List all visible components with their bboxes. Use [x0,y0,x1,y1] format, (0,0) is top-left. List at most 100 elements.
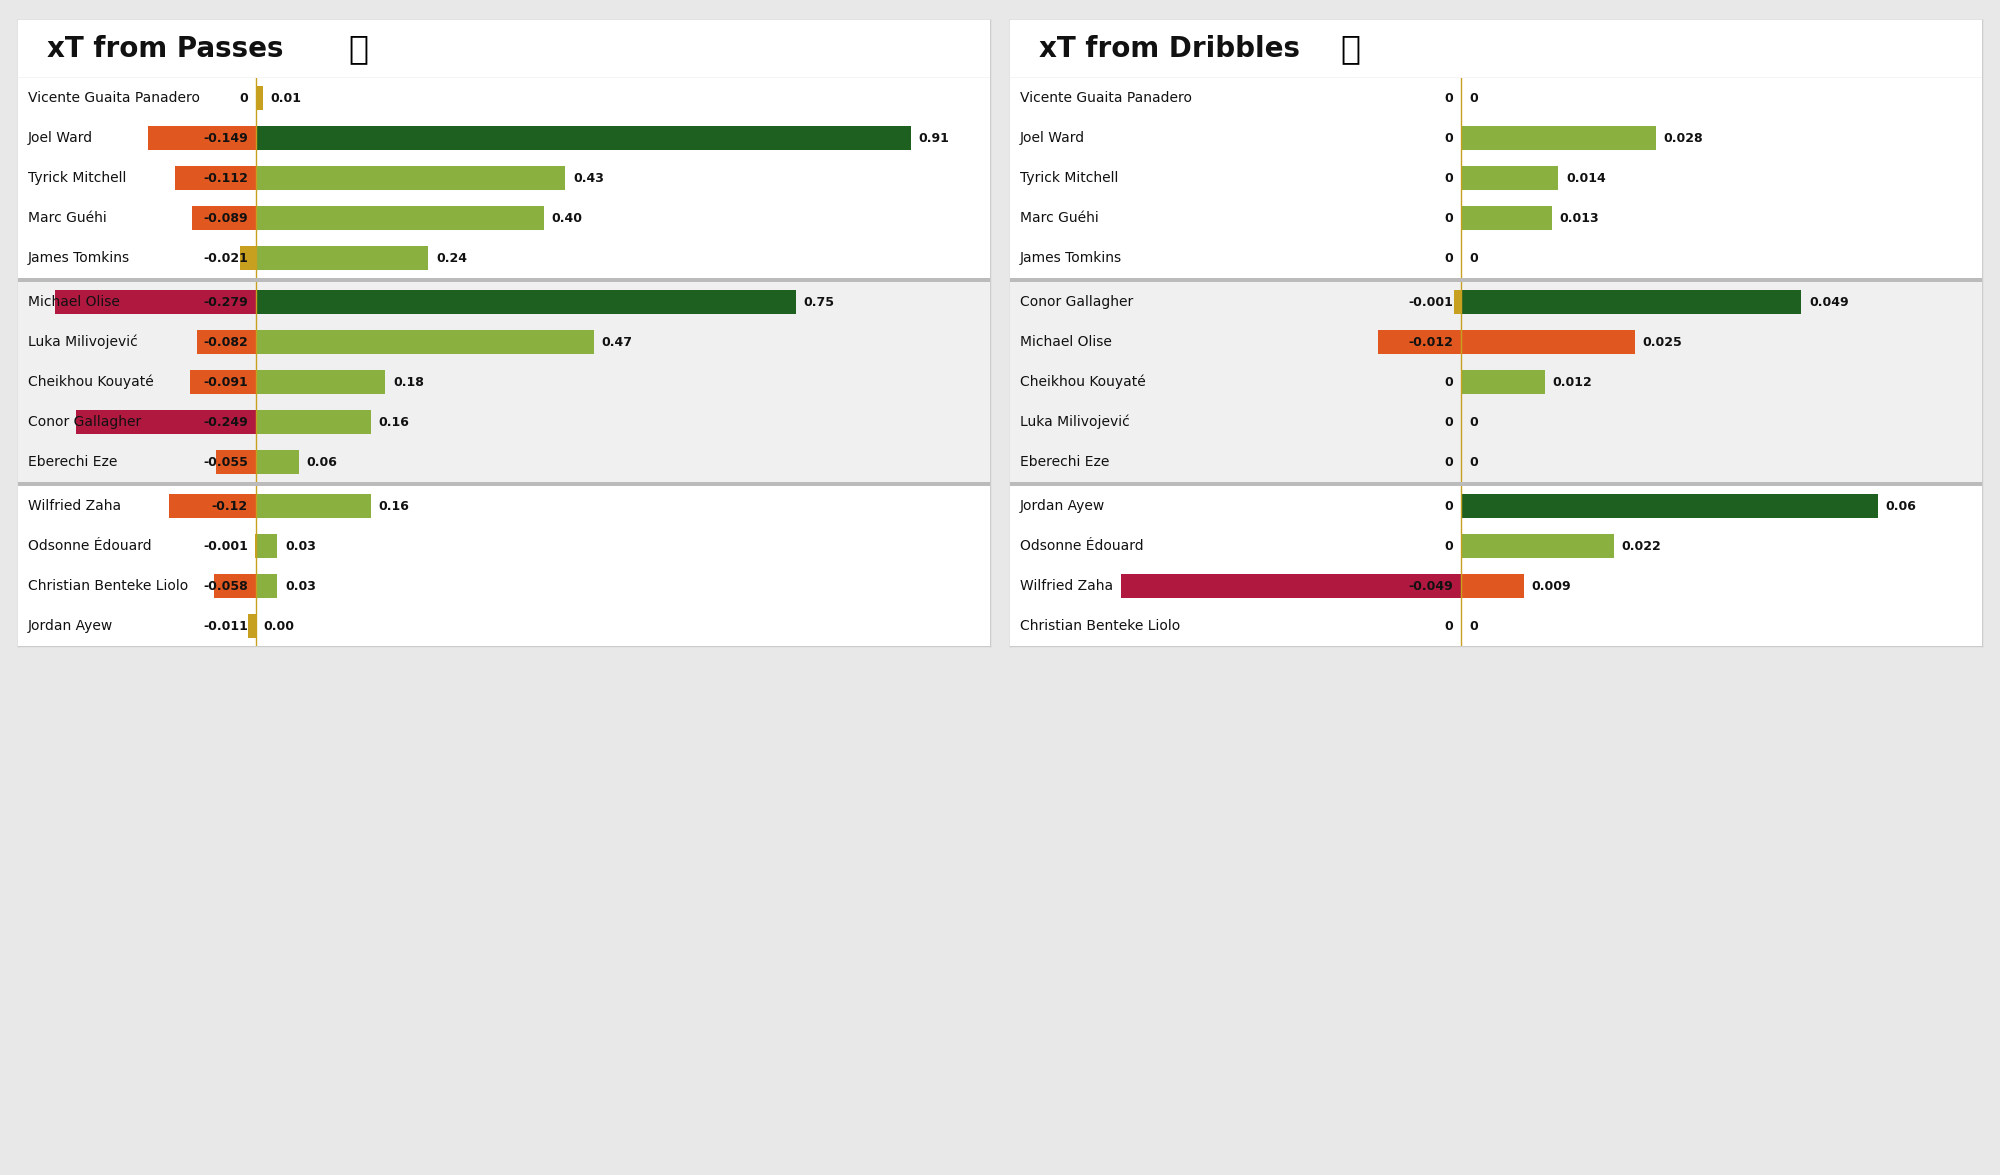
Bar [214,573,256,598]
Text: 0.40: 0.40 [552,212,582,224]
Text: -0.112: -0.112 [202,172,248,184]
Text: 0: 0 [1470,251,1478,264]
Text: 0: 0 [1444,539,1454,552]
Bar [1462,289,1802,315]
Bar [1122,573,1462,598]
Text: Michael Olise: Michael Olise [28,295,120,309]
Bar [216,450,256,475]
Bar [170,494,256,518]
Text: Joel Ward: Joel Ward [1020,130,1084,145]
Text: 0.43: 0.43 [572,172,604,184]
Text: -0.082: -0.082 [204,336,248,349]
Bar [256,246,428,270]
Text: 0.00: 0.00 [264,619,294,632]
Text: 0.18: 0.18 [392,376,424,389]
Text: 0.16: 0.16 [378,416,410,429]
Text: 🦅: 🦅 [1340,33,1360,66]
Text: -0.149: -0.149 [204,132,248,145]
Bar [1454,289,1462,315]
Text: Conor Gallagher: Conor Gallagher [28,415,140,429]
Text: 0: 0 [1444,619,1454,632]
Bar [1462,166,1558,190]
Text: Cheikhou Kouyaté: Cheikhou Kouyaté [28,375,154,389]
Text: 0.03: 0.03 [284,579,316,592]
Text: 0.03: 0.03 [284,539,316,552]
Text: Jordan Ayew: Jordan Ayew [28,619,112,633]
Text: 0.06: 0.06 [1886,499,1916,512]
Text: -0.091: -0.091 [204,376,248,389]
Text: Luka Milivojević: Luka Milivojević [1020,415,1130,429]
Text: -0.001: -0.001 [202,539,248,552]
Text: 0.049: 0.049 [1810,295,1848,309]
Bar [1462,126,1656,150]
Text: 0.009: 0.009 [1532,579,1572,592]
Text: 0.013: 0.013 [1560,212,1598,224]
Bar [248,613,256,638]
Text: 0.24: 0.24 [436,251,468,264]
Bar [190,370,256,395]
Text: 0: 0 [1470,456,1478,469]
Bar [148,126,256,150]
Bar [256,206,544,230]
Text: Vicente Guaita Panadero: Vicente Guaita Panadero [1020,90,1192,105]
Text: Luka Milivojević: Luka Milivojević [28,335,138,349]
Bar [240,246,256,270]
Text: Christian Benteke Liolo: Christian Benteke Liolo [28,579,188,593]
Bar [256,330,594,355]
Bar [1462,206,1552,230]
Text: 0: 0 [1470,619,1478,632]
Text: 0.014: 0.014 [1566,172,1606,184]
Bar [192,206,256,230]
Bar [1462,330,1634,355]
Text: James Tomkins: James Tomkins [28,251,130,266]
Text: -0.049: -0.049 [1408,579,1454,592]
Bar [256,289,796,315]
Text: 0.028: 0.028 [1664,132,1704,145]
Text: 0.91: 0.91 [918,132,950,145]
Text: Eberechi Eze: Eberechi Eze [28,455,118,469]
Text: Odsonne Édouard: Odsonne Édouard [1020,539,1144,553]
Text: 0.06: 0.06 [306,456,338,469]
Text: Michael Olise: Michael Olise [1020,335,1112,349]
Text: Wilfried Zaha: Wilfried Zaha [1020,579,1112,593]
Text: 0: 0 [240,92,248,105]
Text: -0.011: -0.011 [202,619,248,632]
Text: -0.001: -0.001 [1408,295,1454,309]
Bar [1462,494,1878,518]
Text: 0: 0 [1444,172,1454,184]
Bar [256,166,566,190]
Bar [256,126,910,150]
Text: 0.47: 0.47 [602,336,632,349]
Text: James Tomkins: James Tomkins [1020,251,1122,266]
Text: 0.01: 0.01 [270,92,302,105]
Text: -0.089: -0.089 [204,212,248,224]
Text: 0: 0 [1444,456,1454,469]
Text: 0: 0 [1470,416,1478,429]
Text: 0: 0 [1444,132,1454,145]
Text: xT from Passes: xT from Passes [48,35,284,63]
Text: 0: 0 [1444,376,1454,389]
Text: -0.055: -0.055 [202,456,248,469]
Text: 0.025: 0.025 [1642,336,1682,349]
Text: Jordan Ayew: Jordan Ayew [1020,499,1104,513]
Bar [76,410,256,435]
Text: 0.012: 0.012 [1552,376,1592,389]
Bar [54,289,256,315]
Bar [174,166,256,190]
Text: Odsonne Édouard: Odsonne Édouard [28,539,152,553]
Bar [1462,533,1614,558]
Text: Cheikhou Kouyaté: Cheikhou Kouyaté [1020,375,1146,389]
Bar [1462,370,1544,395]
Bar [1378,330,1462,355]
Text: 0: 0 [1444,212,1454,224]
Text: 0.75: 0.75 [804,295,834,309]
Bar [256,410,370,435]
Text: 0: 0 [1444,416,1454,429]
Text: 0.022: 0.022 [1622,539,1662,552]
Text: 0: 0 [1444,92,1454,105]
Bar [256,494,370,518]
Text: 0: 0 [1444,251,1454,264]
Text: -0.249: -0.249 [204,416,248,429]
Bar [256,533,278,558]
Text: Marc Guéhi: Marc Guéhi [28,212,106,224]
